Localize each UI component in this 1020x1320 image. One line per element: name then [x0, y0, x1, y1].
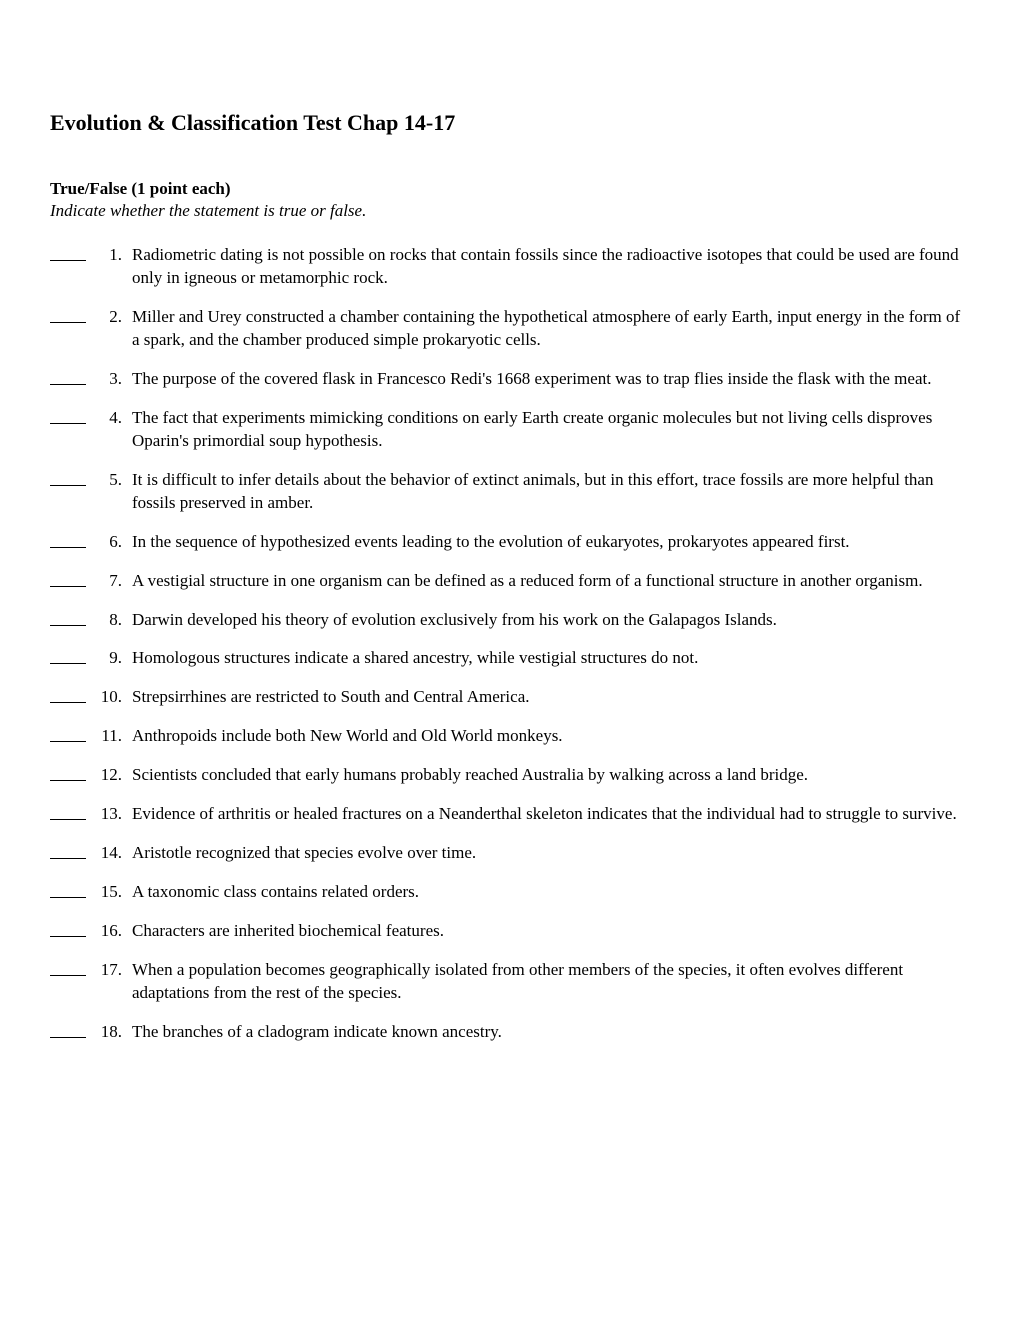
question-number: 3.: [96, 368, 132, 391]
question-number: 10.: [96, 686, 132, 709]
answer-blank[interactable]: [50, 573, 86, 587]
question-text: The branches of a cladogram indicate kno…: [132, 1021, 970, 1044]
question-text: It is difficult to infer details about t…: [132, 469, 970, 515]
section-instruction: Indicate whether the statement is true o…: [50, 200, 970, 222]
answer-blank[interactable]: [50, 923, 86, 937]
question-number: 4.: [96, 407, 132, 430]
answer-blank[interactable]: [50, 806, 86, 820]
question-text: Miller and Urey constructed a chamber co…: [132, 306, 970, 352]
question-row: 8. Darwin developed his theory of evolut…: [50, 609, 970, 632]
question-number: 12.: [96, 764, 132, 787]
question-number: 1.: [96, 244, 132, 267]
question-list: 1. Radiometric dating is not possible on…: [50, 244, 970, 1044]
question-text: Characters are inherited biochemical fea…: [132, 920, 970, 943]
question-row: 15. A taxonomic class contains related o…: [50, 881, 970, 904]
question-text: The fact that experiments mimicking cond…: [132, 407, 970, 453]
question-row: 4. The fact that experiments mimicking c…: [50, 407, 970, 453]
answer-blank[interactable]: [50, 650, 86, 664]
question-row: 5. It is difficult to infer details abou…: [50, 469, 970, 515]
answer-blank[interactable]: [50, 371, 86, 385]
question-row: 13. Evidence of arthritis or healed frac…: [50, 803, 970, 826]
question-text: Evidence of arthritis or healed fracture…: [132, 803, 970, 826]
question-number: 11.: [96, 725, 132, 748]
answer-blank[interactable]: [50, 884, 86, 898]
question-text: In the sequence of hypothesized events l…: [132, 531, 970, 554]
answer-blank[interactable]: [50, 309, 86, 323]
section-header: True/False (1 point each): [50, 178, 970, 200]
question-text: Homologous structures indicate a shared …: [132, 647, 970, 670]
question-number: 6.: [96, 531, 132, 554]
question-row: 14. Aristotle recognized that species ev…: [50, 842, 970, 865]
question-row: 10. Strepsirrhines are restricted to Sou…: [50, 686, 970, 709]
answer-blank[interactable]: [50, 410, 86, 424]
question-number: 9.: [96, 647, 132, 670]
question-text: Strepsirrhines are restricted to South a…: [132, 686, 970, 709]
question-text: When a population becomes geographically…: [132, 959, 970, 1005]
question-row: 1. Radiometric dating is not possible on…: [50, 244, 970, 290]
question-row: 9. Homologous structures indicate a shar…: [50, 647, 970, 670]
question-row: 11. Anthropoids include both New World a…: [50, 725, 970, 748]
question-text: Scientists concluded that early humans p…: [132, 764, 970, 787]
question-text: Radiometric dating is not possible on ro…: [132, 244, 970, 290]
question-number: 15.: [96, 881, 132, 904]
question-row: 18. The branches of a cladogram indicate…: [50, 1021, 970, 1044]
question-number: 5.: [96, 469, 132, 492]
question-number: 16.: [96, 920, 132, 943]
question-number: 2.: [96, 306, 132, 329]
answer-blank[interactable]: [50, 612, 86, 626]
question-row: 2. Miller and Urey constructed a chamber…: [50, 306, 970, 352]
page: Evolution & Classification Test Chap 14-…: [0, 0, 1020, 1110]
question-number: 18.: [96, 1021, 132, 1044]
question-text: A vestigial structure in one organism ca…: [132, 570, 970, 593]
question-row: 7. A vestigial structure in one organism…: [50, 570, 970, 593]
question-row: 17. When a population becomes geographic…: [50, 959, 970, 1005]
question-text: A taxonomic class contains related order…: [132, 881, 970, 904]
question-number: 7.: [96, 570, 132, 593]
question-row: 12. Scientists concluded that early huma…: [50, 764, 970, 787]
answer-blank[interactable]: [50, 1024, 86, 1038]
question-number: 13.: [96, 803, 132, 826]
question-text: Anthropoids include both New World and O…: [132, 725, 970, 748]
answer-blank[interactable]: [50, 962, 86, 976]
question-text: Darwin developed his theory of evolution…: [132, 609, 970, 632]
question-text: The purpose of the covered flask in Fran…: [132, 368, 970, 391]
answer-blank[interactable]: [50, 472, 86, 486]
answer-blank[interactable]: [50, 728, 86, 742]
question-number: 14.: [96, 842, 132, 865]
answer-blank[interactable]: [50, 689, 86, 703]
question-row: 3. The purpose of the covered flask in F…: [50, 368, 970, 391]
question-number: 17.: [96, 959, 132, 982]
question-number: 8.: [96, 609, 132, 632]
answer-blank[interactable]: [50, 845, 86, 859]
question-row: 6. In the sequence of hypothesized event…: [50, 531, 970, 554]
answer-blank[interactable]: [50, 534, 86, 548]
question-row: 16. Characters are inherited biochemical…: [50, 920, 970, 943]
question-text: Aristotle recognized that species evolve…: [132, 842, 970, 865]
answer-blank[interactable]: [50, 767, 86, 781]
page-title: Evolution & Classification Test Chap 14-…: [50, 110, 970, 136]
answer-blank[interactable]: [50, 247, 86, 261]
